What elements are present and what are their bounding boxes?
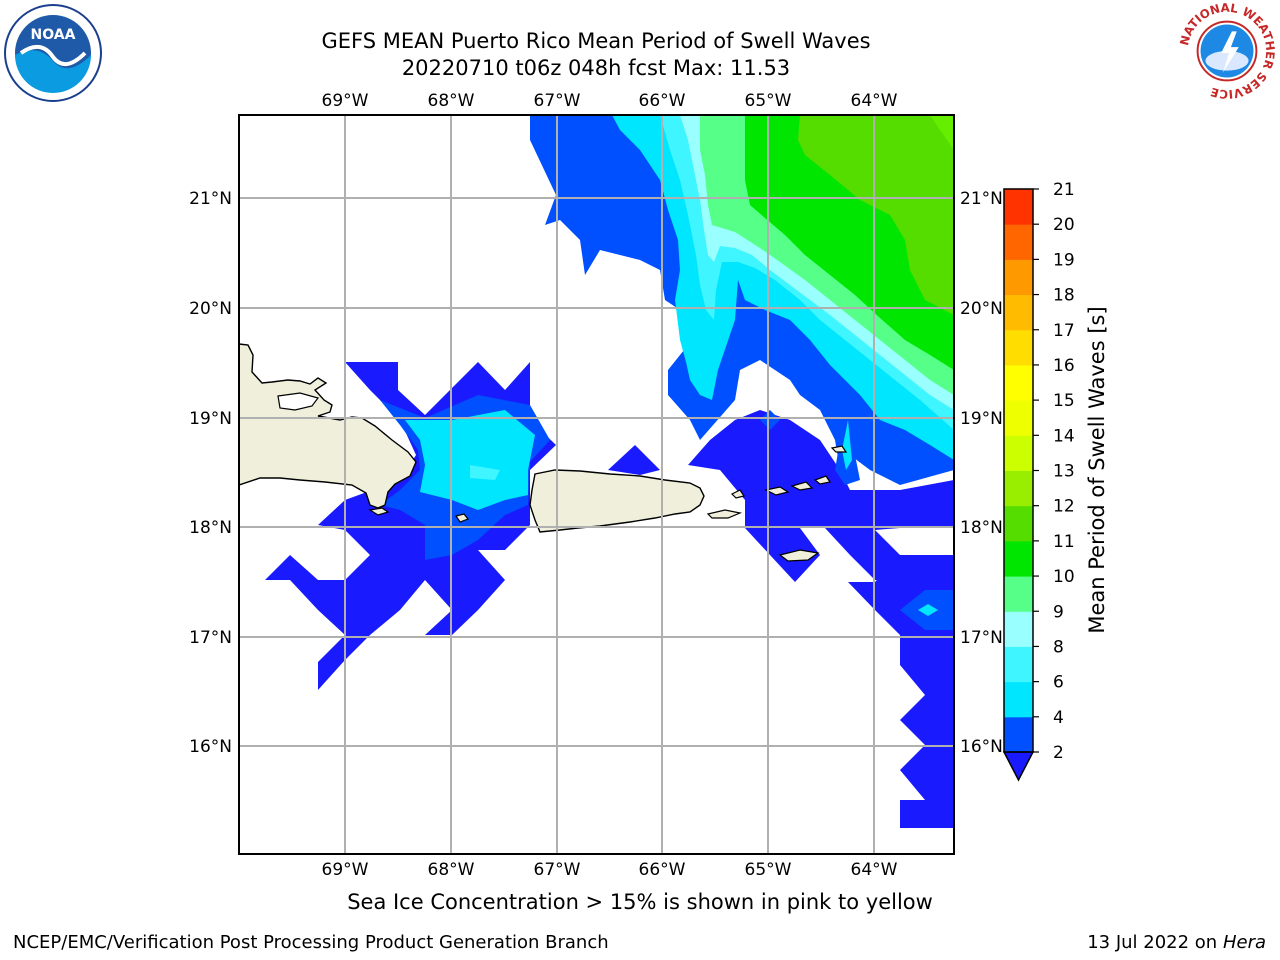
lon-tick-top: 69°W xyxy=(322,91,369,111)
colorbar-tick-label: 14 xyxy=(1053,426,1075,446)
footer-date: 13 Jul 2022 on Hera xyxy=(1087,932,1266,953)
lon-tick-bottom: 64°W xyxy=(851,860,898,880)
colorbar-tick-label: 2 xyxy=(1053,743,1064,763)
chart-title: GEFS MEAN Puerto Rico Mean Period of Swe… xyxy=(321,29,871,53)
lat-tick-right: 21°N xyxy=(960,189,1003,209)
offshore-patch-1 xyxy=(760,410,780,430)
colorbar-segment xyxy=(1004,364,1033,401)
lat-ticks-right: 21°N 20°N 19°N 18°N 17°N 16°N xyxy=(960,189,1003,757)
period-band-11-12-top xyxy=(930,115,954,150)
swell-period-field xyxy=(265,115,954,828)
lon-tick-bottom: 68°W xyxy=(428,860,475,880)
footer-credit: NCEP/EMC/Verification Post Processing Pr… xyxy=(13,932,609,953)
colorbar-tick-label: 13 xyxy=(1053,462,1075,482)
mona-band-8-9 xyxy=(470,465,500,480)
colorbar-tick-label: 6 xyxy=(1053,673,1064,693)
culebra-island xyxy=(730,489,745,499)
gridlines xyxy=(239,115,954,854)
saona-island xyxy=(368,507,390,516)
footer-date-text: 13 Jul 2022 on xyxy=(1087,932,1223,953)
colorbar: 2 4 6 8 9 10 11 12 13 14 15 16 17 18 19 20 21 xyxy=(1002,180,1075,782)
virgin-islands-core xyxy=(842,420,852,470)
colorbar-tick-label: 16 xyxy=(1053,356,1075,376)
colorbar-tick-label: 17 xyxy=(1053,321,1075,341)
pr-south-cell xyxy=(608,445,660,475)
lat-tick-right: 20°N xyxy=(960,299,1003,319)
colorbar-label: Mean Period of Swell Waves [s] xyxy=(1085,306,1109,634)
virgin-island-1 xyxy=(764,486,790,496)
period-band-11-12 xyxy=(798,115,954,315)
virgin-island-3 xyxy=(813,475,831,485)
chart-subtitle: 20220710 t06z 048h fcst Max: 11.53 xyxy=(401,56,791,80)
hispaniola-bay xyxy=(277,392,320,411)
colorbar-tick-label: 15 xyxy=(1053,391,1075,411)
colorbar-segment xyxy=(1004,505,1033,542)
south-cell-se xyxy=(688,410,954,582)
colorbar-segment xyxy=(1004,576,1033,612)
colorbar-tick-label: 19 xyxy=(1053,250,1075,270)
lat-tick-left: 21°N xyxy=(189,189,232,209)
lon-tick-top: 67°W xyxy=(534,91,581,111)
st-croix-island xyxy=(778,549,820,562)
lon-tick-top: 64°W xyxy=(851,91,898,111)
lon-tick-top: 66°W xyxy=(639,91,686,111)
colorbar-segment xyxy=(1004,400,1033,436)
sea-ice-caption: Sea Ice Concentration > 15% is shown in … xyxy=(347,890,933,914)
land-masses xyxy=(239,343,848,562)
south-cell-east-core xyxy=(918,604,938,616)
colorbar-tick-label: 21 xyxy=(1053,180,1075,200)
colorbar-tick-label: 10 xyxy=(1053,567,1075,587)
colorbar-segment xyxy=(1004,224,1033,260)
lat-tick-left: 16°N xyxy=(189,737,232,757)
lat-tick-right: 18°N xyxy=(960,518,1003,538)
lat-tick-right: 19°N xyxy=(960,409,1003,429)
lat-tick-right: 17°N xyxy=(960,628,1003,648)
lat-tick-left: 18°N xyxy=(189,518,232,538)
colorbar-segment xyxy=(1004,470,1033,507)
lat-tick-left: 20°N xyxy=(189,299,232,319)
virgin-island-2 xyxy=(790,481,814,491)
colorbar-tick-label: 20 xyxy=(1053,215,1075,235)
colorbar-tick-label: 11 xyxy=(1053,532,1075,552)
mona-band-6-8 xyxy=(405,410,535,510)
lon-tick-bottom: 69°W xyxy=(322,860,369,880)
lat-tick-right: 16°N xyxy=(960,737,1003,757)
lat-ticks-left: 21°N 20°N 19°N 18°N 17°N 16°N xyxy=(189,189,232,757)
colorbar-segment xyxy=(1004,294,1033,331)
colorbar-segment xyxy=(1004,716,1033,753)
svg-text:NOAA: NOAA xyxy=(31,27,76,43)
nws-logo: NATIONAL WEATHER SERVICE xyxy=(1178,2,1276,100)
lon-tick-bottom: 66°W xyxy=(639,860,686,880)
colorbar-tick-label: 18 xyxy=(1053,286,1075,306)
lat-tick-left: 19°N xyxy=(189,409,232,429)
mona-island xyxy=(455,513,469,523)
footer-host: Hera xyxy=(1222,932,1266,953)
colorbar-segment xyxy=(1004,189,1033,225)
colorbar-under-arrow xyxy=(1002,751,1035,782)
lon-ticks-bottom: 69°W 68°W 67°W 66°W 65°W 64°W xyxy=(322,860,898,880)
colorbar-segment xyxy=(1004,611,1033,647)
vieques-island xyxy=(706,509,743,519)
noaa-logo: NOAA xyxy=(4,4,102,102)
colorbar-segment xyxy=(1004,329,1033,366)
colorbar-segment xyxy=(1004,681,1033,718)
lon-tick-top: 65°W xyxy=(745,91,792,111)
lon-tick-bottom: 67°W xyxy=(534,860,581,880)
colorbar-segment xyxy=(1004,435,1033,471)
colorbar-tick-label: 8 xyxy=(1053,637,1064,657)
lat-tick-left: 17°N xyxy=(189,628,232,648)
colorbar-tick-label: 9 xyxy=(1053,602,1064,622)
map-frame xyxy=(238,114,955,855)
colorbar-segment xyxy=(1004,259,1033,296)
colorbar-segment xyxy=(1004,540,1033,577)
colorbar-tick-label: 4 xyxy=(1053,708,1064,728)
lon-tick-bottom: 65°W xyxy=(745,860,792,880)
lon-tick-top: 68°W xyxy=(428,91,475,111)
colorbar-segment xyxy=(1004,646,1033,683)
virgin-island-4 xyxy=(830,445,848,453)
lon-ticks-top: 69°W 68°W 67°W 66°W 65°W 64°W xyxy=(322,91,898,111)
colorbar-tick-label: 12 xyxy=(1053,497,1075,517)
